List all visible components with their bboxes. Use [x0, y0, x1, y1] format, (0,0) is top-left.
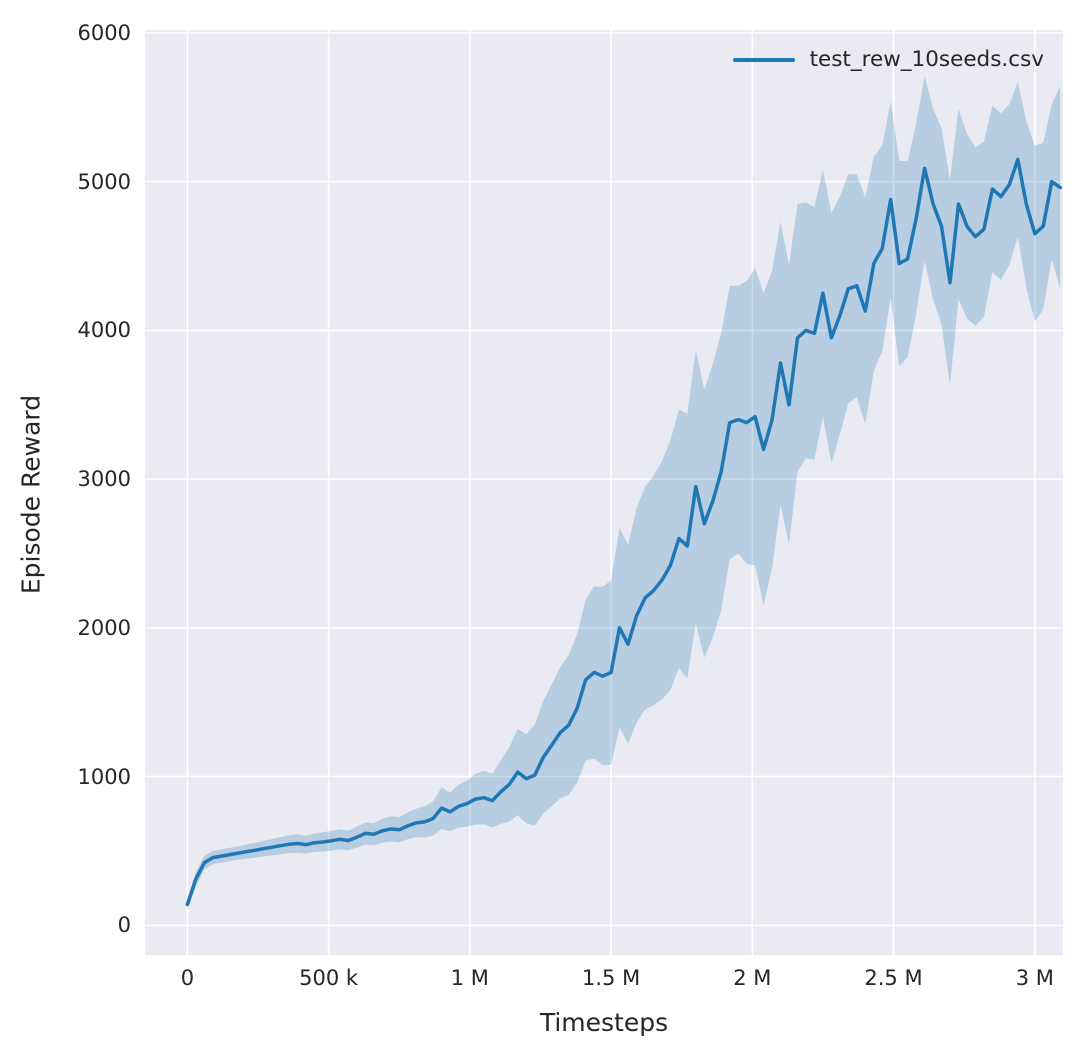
gridlines [145, 30, 1063, 955]
y-tick-label: 2000 [77, 615, 131, 640]
x-axis-label: Timesteps [539, 1008, 669, 1037]
y-tick-label: 3000 [77, 467, 131, 492]
x-tick-label: 500 k [299, 966, 359, 990]
legend-line-swatch [732, 57, 795, 62]
x-tick-label: 2 M [733, 966, 772, 990]
x-tick-label: 2.5 M [864, 966, 923, 990]
legend: test_rew_10seeds.csv [732, 47, 1044, 72]
y-tick-label: 1000 [77, 764, 131, 789]
x-tick-label: 1 M [450, 966, 489, 990]
confidence-band [187, 76, 1061, 909]
x-tick-label: 1.5 M [581, 966, 641, 990]
plot-background [145, 30, 1063, 955]
x-tick-label: 0 [180, 966, 195, 990]
y-tick-label: 6000 [77, 21, 131, 45]
y-tick-label: 0 [117, 913, 131, 938]
y-tick-label: 5000 [77, 169, 131, 194]
x-tick-label: 3 M [1015, 966, 1054, 990]
legend-series-label: test_rew_10seeds.csv [809, 47, 1044, 72]
mean-reward-line [185, 157, 1062, 907]
y-tick-label: 4000 [77, 318, 131, 343]
